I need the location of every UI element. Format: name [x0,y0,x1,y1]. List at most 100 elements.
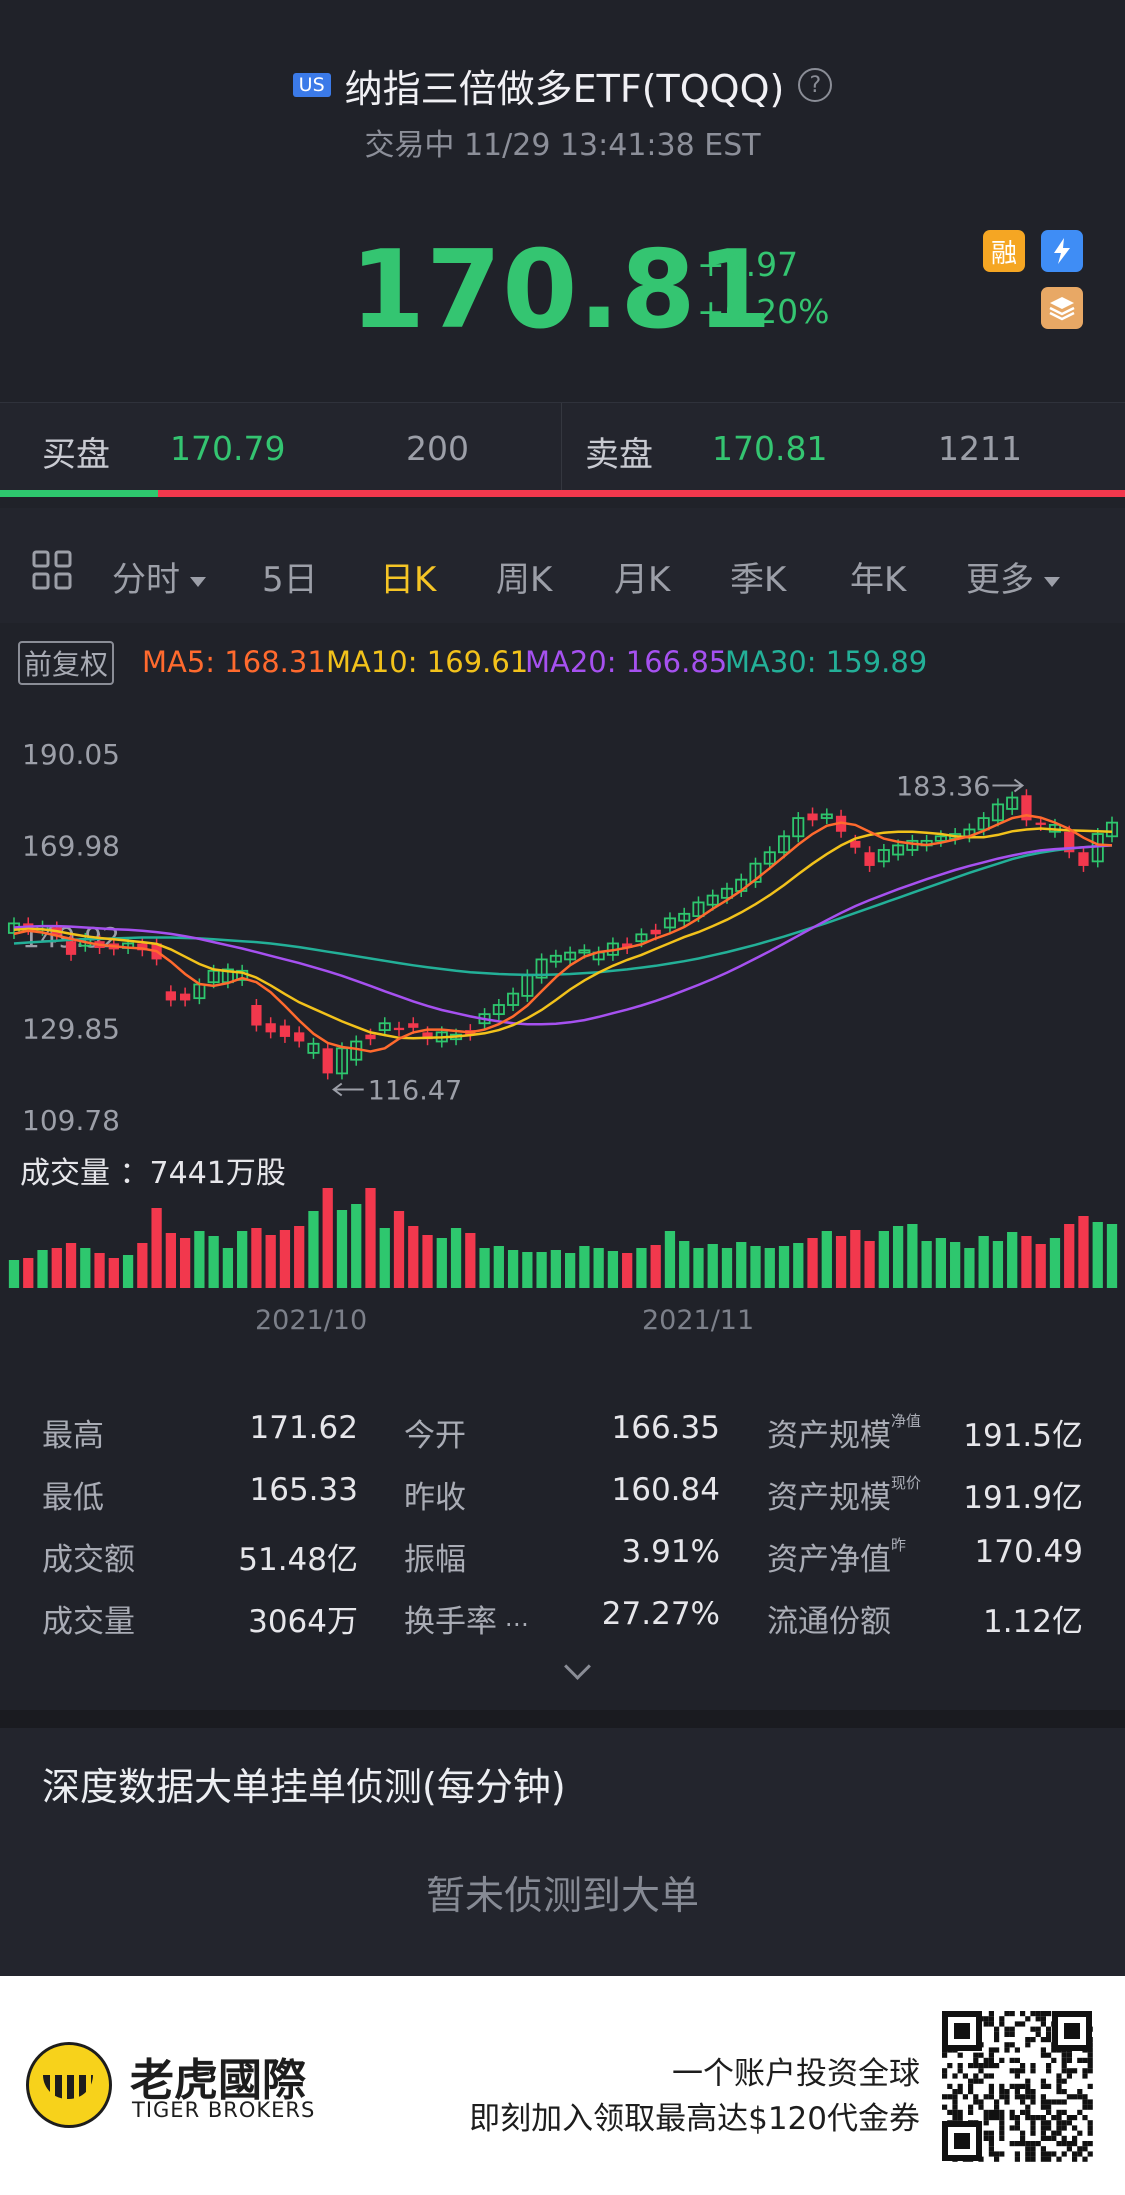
qr-module [1035,2141,1041,2147]
candle-body [65,941,77,955]
adjust-toggle[interactable]: 前复权 [18,641,115,685]
qr-module [1014,2021,1020,2027]
qr-module [978,2104,984,2110]
qr-module [1061,2057,1067,2063]
stat-label-text: 最低 [42,1480,104,1516]
candle-body [564,951,577,961]
qr-module [1014,2083,1020,2089]
ma10-line [13,827,1113,1040]
qr-module [1030,2130,1036,2136]
qr-module [1040,2130,1046,2136]
stat-label[interactable]: 换手率 ⋯ [404,1596,529,1641]
candle-body [393,1027,405,1031]
qr-module [1030,2094,1036,2100]
promo-footer[interactable]: 老虎國際 TIGER BROKERS 一个账户投资全球 即刻加入领取最高达$12… [0,1976,1125,2195]
qr-module [1030,2115,1036,2121]
stats-panel: 最高 171.62 今开 166.35 资产规模净值 191.5亿 最低 165.33 昨收 16… [0,1380,1125,1710]
qr-module [983,2115,989,2121]
qr-module [983,2120,989,2126]
qr-module [1051,2115,1057,2121]
tab-monthly-k[interactable]: 月K [614,560,671,600]
qr-module [1020,2099,1026,2105]
qr-module [1066,2115,1072,2121]
candle-body [1078,852,1089,866]
header: US 纳指三倍做多ETF(TQQQ) ? 交易中 11/29 13:41:38 … [0,0,1125,400]
qr-module [957,2052,963,2058]
tab-intraday[interactable]: 分时 [112,552,206,601]
qr-module [1061,2125,1067,2131]
qr-module [1009,2068,1015,2074]
volume-bar [921,1241,932,1288]
qr-module [1051,2130,1057,2136]
tab-quarterly-k[interactable]: 季K [730,560,787,600]
volume-bar [878,1231,889,1288]
qr-module [1009,2031,1015,2037]
candle-body [749,862,762,883]
tab-5day[interactable]: 5日 [262,560,318,600]
tab-daily-k[interactable]: 日K [380,560,437,600]
qr-module [1020,2021,1026,2027]
qr-module [978,2063,984,2069]
section-divider [0,1710,1125,1728]
volume-bar [864,1241,875,1288]
ma5-value: MA5: 168.31 [142,645,326,679]
margin-badge[interactable]: 融 [983,230,1025,272]
qr-module [1082,2156,1088,2162]
qr-module [1040,2011,1046,2017]
ma5-line [13,814,1113,1053]
volume-bar [978,1236,989,1288]
qr-module [1046,2104,1052,2110]
layers-icon[interactable] [1041,287,1083,329]
grid-icon[interactable] [30,548,74,601]
qr-module [994,2047,1000,2053]
more-info-icon[interactable]: ⋯ [497,1610,529,1638]
tab-yearly-k[interactable]: 年K [850,560,907,600]
qr-module [983,2109,989,2115]
stat-label: 昨收 [404,1472,466,1517]
chart-period-tabs: 分时 5日 日K 周K 月K 季K 年K 更多 [0,508,1125,623]
question-circle-icon[interactable]: ? [798,68,833,102]
qr-module [994,2115,1000,2121]
qr-module [1072,2135,1078,2141]
candle-body [335,1047,349,1075]
qr-module [957,2089,963,2095]
brand-name-en: TIGER BROKERS [132,2098,316,2122]
stat-label: 资产规模现价 [767,1472,921,1517]
qr-module [1030,2068,1036,2074]
candlestick-chart[interactable]: 190.05169.98149.92129.85109.78183.36116.… [0,700,1125,1340]
volume-bar [65,1243,77,1288]
volume-bar [408,1226,419,1288]
tab-weekly-k[interactable]: 周K [496,560,553,600]
qr-module [1061,2120,1067,2126]
stat-label: 资产规模净值 [767,1410,921,1455]
qr-module [1056,2078,1062,2084]
qr-module [999,2135,1005,2141]
qr-module [1072,2125,1078,2131]
qr-module [988,2047,994,2053]
volume-bar [51,1248,62,1288]
volume-bar [308,1211,319,1288]
high-marker-arrowhead [1013,778,1025,793]
tab-more[interactable]: 更多 [966,552,1060,601]
candle-body [1035,822,1046,825]
qr-module [1056,2115,1062,2121]
qr-module [1004,2099,1010,2105]
candle-body [165,991,176,1001]
candle-body [678,912,691,922]
volume-bar [465,1233,476,1288]
stat-label-text: 昨收 [404,1480,466,1516]
qr-module [1056,2130,1062,2136]
page-title: 纳指三倍做多ETF(TQQQ) [344,66,785,111]
qr-module [1040,2016,1046,2022]
qr-module [1009,2026,1015,2032]
flash-icon[interactable] [1041,230,1083,272]
ask-volume: 1211 [938,429,1022,468]
qr-module [1040,2125,1046,2131]
qr-module [1046,2120,1052,2126]
qr-module [957,2063,963,2069]
qr-module [1061,2151,1067,2157]
qr-module [952,2104,958,2110]
qr-module [1040,2104,1046,2110]
qr-module [1046,2156,1052,2162]
candle-body [408,1023,419,1028]
